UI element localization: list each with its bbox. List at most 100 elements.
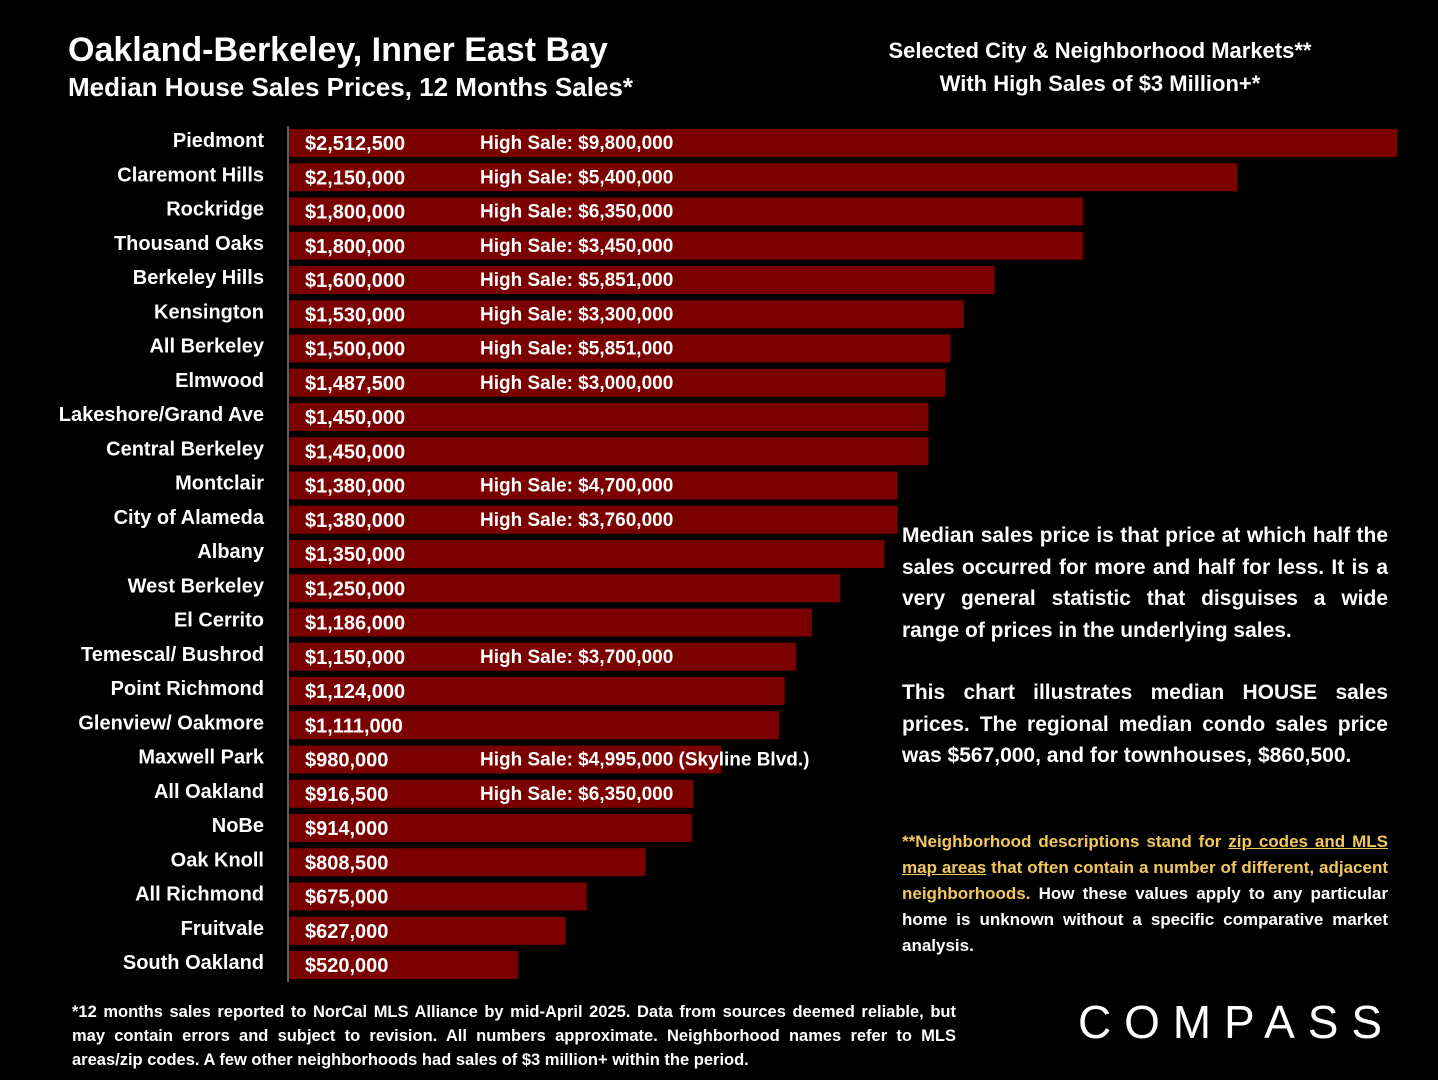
bars-group [289,129,1397,979]
bar [289,129,1397,157]
neighborhood-note-a: **Neighborhood descriptions stand for [902,832,1229,851]
value-label: $1,350,000 [305,544,405,566]
value-label: $1,800,000 [305,236,405,258]
bar [289,163,1238,192]
chart-subtitle: Selected City & Neighborhood Markets** W… [830,34,1370,100]
value-label: $1,800,000 [305,202,405,224]
category-label: Fruitvale [181,918,264,940]
category-label: Piedmont [173,130,264,152]
neighborhood-note-b: that often contain a number of different… [902,858,1388,903]
value-label: $980,000 [305,750,388,772]
bar [289,505,898,534]
compass-logo-text: COMPASS [1078,996,1382,1046]
high-sale-label: High Sale: $6,350,000 [480,784,673,805]
category-label: Albany [197,541,265,563]
compass-logo-mark: COMPASS [1078,996,1382,1048]
value-label: $1,487,500 [305,373,405,395]
category-label: Claremont Hills [117,164,264,186]
value-label: $1,600,000 [305,270,405,292]
category-label: South Oakland [123,952,264,974]
value-label: $1,250,000 [305,578,405,600]
category-label: Glenview/ Oakmore [78,712,264,734]
value-label: $916,500 [305,784,388,806]
category-label: All Berkeley [149,336,264,358]
bar [289,300,964,329]
category-label: Lakeshore/Grand Ave [59,404,264,426]
title-line-1: Oakland-Berkeley, Inner East Bay [68,31,608,69]
median-definition-note: Median sales price is that price at whic… [902,524,1388,642]
bar [289,574,841,603]
bar [289,266,995,294]
category-label: Berkeley Hills [133,267,264,289]
bar [289,951,519,979]
value-label: $520,000 [305,955,388,977]
high-sale-label: High Sale: $4,700,000 [480,476,673,497]
value-label: $1,124,000 [305,681,405,703]
value-label: $1,380,000 [305,510,405,532]
high-sale-label: High Sale: $4,995,000 (Skyline Blvd.) [480,750,809,771]
value-label: $808,500 [305,852,388,874]
value-label: $2,512,500 [305,133,405,155]
footnote: *12 months sales reported to NorCal MLS … [72,1003,956,1069]
bar [289,403,929,431]
high-sale-label: High Sale: $9,800,000 [480,133,673,154]
category-label: Temescal/ Bushrod [81,644,264,666]
bar [289,334,951,363]
category-label: All Oakland [154,781,264,803]
category-label: Thousand Oaks [114,233,264,255]
category-label: All Richmond [135,884,264,906]
category-label: Point Richmond [111,678,264,700]
chart-title: Oakland-Berkeley, Inner East Bay Median … [68,30,633,104]
value-label: $1,111,000 [305,715,403,737]
high-sale-label: High Sale: $5,851,000 [480,339,673,360]
high-sale-label: High Sale: $3,760,000 [480,510,673,531]
high-sale-label: High Sale: $6,350,000 [480,202,673,223]
bar [289,471,898,500]
value-label: $1,150,000 [305,647,405,669]
category-label: Elmwood [175,370,264,392]
value-label: $1,530,000 [305,304,405,326]
high-sale-label: High Sale: $3,450,000 [480,236,673,257]
title-line-2: Median House Sales Prices, 12 Months Sal… [68,72,634,102]
bar [289,677,785,705]
value-label: $1,186,000 [305,613,405,635]
bar [289,779,694,808]
bar [289,437,929,466]
value-label: $1,500,000 [305,339,405,361]
value-label: $1,380,000 [305,476,405,498]
high-sale-label: High Sale: $3,300,000 [480,304,673,325]
category-label: NoBe [212,815,264,837]
subtitle-line-2: With High Sales of $3 Million+* [939,71,1261,96]
bar [289,916,566,945]
high-sale-label: High Sale: $5,851,000 [480,270,673,291]
bar [289,231,1083,260]
neighborhood-note: **Neighborhood descriptions stand for zi… [902,829,1388,959]
bar [289,197,1083,226]
value-label: $675,000 [305,887,388,909]
category-label: Montclair [175,473,264,495]
category-label: Oak Knoll [171,849,264,871]
neighborhood-note-link[interactable]: zip codes and MLS map areas [902,832,1388,877]
value-label: $2,150,000 [305,167,405,189]
neighborhood-note-c: How these values apply to any particular… [902,884,1388,955]
value-label: $1,450,000 [305,441,405,463]
value-label: $914,000 [305,818,388,840]
high-sale-label: High Sale: $3,000,000 [480,373,673,394]
bar [289,745,722,774]
bar [289,848,646,877]
high-sale-label: High Sale: $5,400,000 [480,167,673,188]
bar [289,608,813,637]
value-label: $627,000 [305,921,388,943]
compass-logo: COMPASS [1078,994,1382,1048]
high-sale-label: High Sale: $3,700,000 [480,647,673,668]
notes-panel: Median sales price is that price at whic… [902,520,1388,772]
category-label: Rockridge [166,199,264,221]
bar [289,711,779,740]
chart-description-note: This chart illustrates median HOUSE sale… [902,681,1388,767]
bar [289,814,693,842]
bar [289,368,945,397]
category-label: Kensington [154,301,264,323]
bar [289,882,587,911]
category-label: Central Berkeley [106,438,265,460]
